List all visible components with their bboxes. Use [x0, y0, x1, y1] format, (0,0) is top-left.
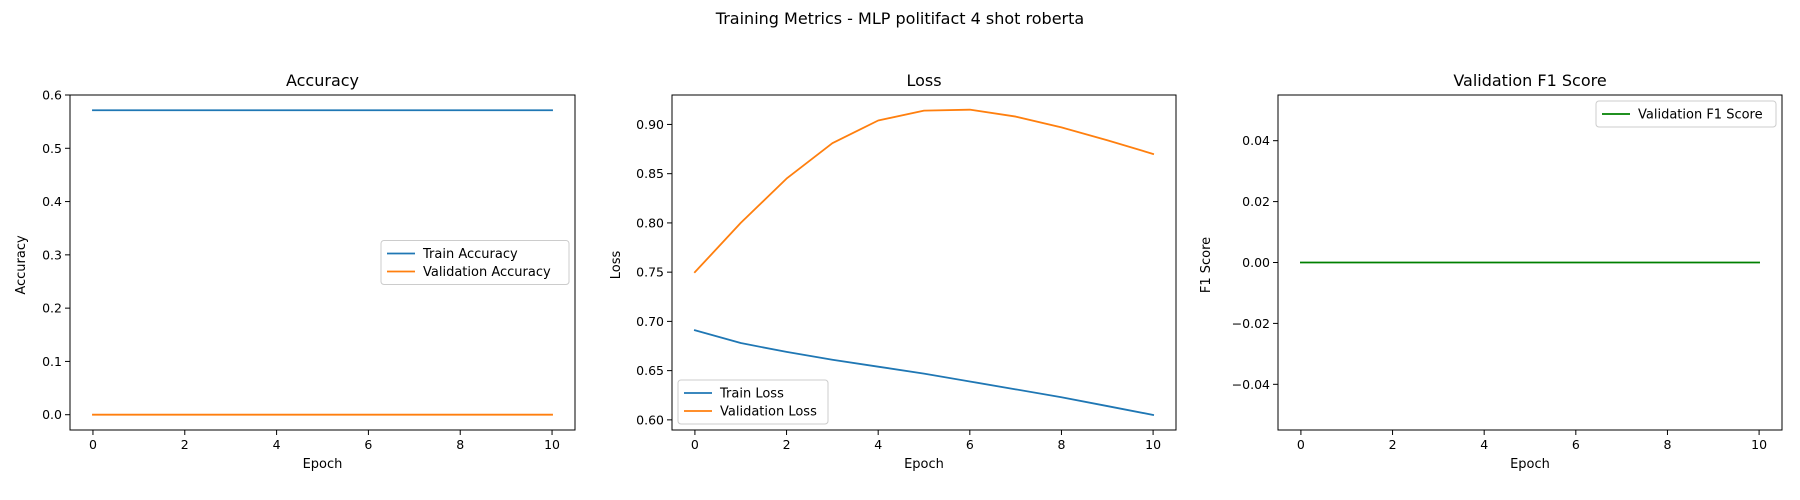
axes-frame — [671, 94, 1177, 431]
y-axis-label: Loss — [609, 251, 624, 280]
x-tick-label: 4 — [273, 437, 281, 452]
x-axis-label: Epoch — [904, 457, 944, 472]
legend-label: Train Loss — [719, 387, 784, 402]
x-axis-label: Epoch — [1510, 457, 1550, 472]
chart-title: Validation F1 Score — [1453, 71, 1606, 90]
y-tick-label: −0.04 — [1232, 377, 1270, 392]
y-tick-label: 0.1 — [42, 354, 62, 369]
panel-accuracy: Accuracy Epoch Accuracy 0 2 4 6 8 10 0.0 0.1 0.2… — [14, 71, 576, 472]
y-tick-label: −0.02 — [1232, 316, 1270, 331]
legend-frame — [677, 379, 829, 425]
panel-loss: Loss Epoch Loss 0 2 4 6 8 100.600.650.700.750… — [609, 71, 1177, 472]
y-tick-label: 0.5 — [42, 141, 62, 156]
y-tick-label: 0.75 — [636, 265, 664, 280]
x-tick-label: 10 — [1145, 437, 1161, 452]
x-tick-label: 6 — [1572, 437, 1580, 452]
x-tick-label: 6 — [364, 437, 372, 452]
x-tick-label: 0 — [89, 437, 97, 452]
chart-title: Accuracy — [286, 71, 359, 90]
y-tick-label: 0.02 — [1242, 194, 1270, 209]
y-tick-label: 0.6 — [42, 88, 62, 103]
y-tick-label: 0.4 — [42, 194, 62, 209]
legend-label: Validation Accuracy — [423, 265, 551, 280]
legend: Validation F1 Score — [1595, 100, 1777, 128]
panel-f1-score: Validation F1 Score Epoch F1 Score 0 2 4 6 8… — [1199, 71, 1783, 472]
x-tick-label: 10 — [1751, 437, 1767, 452]
chart-title: Loss — [906, 71, 941, 90]
y-tick-label: 0.85 — [636, 166, 664, 181]
y-axis-label: Accuracy — [14, 235, 29, 295]
x-tick-label: 10 — [544, 437, 560, 452]
legend-frame — [380, 240, 570, 285]
y-axis-label: F1 Score — [1199, 237, 1214, 293]
y-tick-label: 0.70 — [636, 314, 664, 329]
x-tick-label: 2 — [181, 437, 189, 452]
y-tick-label: 0.90 — [636, 117, 664, 132]
x-tick-label: 0 — [1297, 437, 1305, 452]
legend-label: Validation F1 Score — [1638, 108, 1763, 123]
plot-area: 0 2 4 6 8 10 0.60 0.65 0.70 0.75 0.80 0.85 0.90 Train… — [636, 94, 1177, 452]
x-tick-label: 6 — [966, 437, 974, 452]
x-tick-label: 2 — [783, 437, 791, 452]
y-tick-label: 0.2 — [42, 301, 62, 316]
x-tick-label: 8 — [456, 437, 464, 452]
y-tick-label: 0.65 — [636, 363, 664, 378]
plot-area: 0 2 4 6 8 10 −0.04 −0.02 0.00 0.02 0.04 Validation … — [1232, 94, 1783, 452]
legend-label: Validation Loss — [720, 405, 817, 420]
x-tick-label: 2 — [1389, 437, 1397, 452]
y-tick-label: 0.3 — [42, 247, 62, 262]
legend-label: Train Accuracy — [422, 247, 518, 262]
y-tick-label: 0.04 — [1242, 133, 1270, 148]
y-tick-label: 0.0 — [42, 407, 62, 422]
series-line-2 — [693, 108, 1155, 274]
x-tick-label: 0 — [691, 437, 699, 452]
y-tick-label: 0.60 — [636, 412, 664, 427]
y-tick-label: 0.00 — [1242, 255, 1270, 270]
plot-area: 0 2 4 6 8 10 0.0 0.1 0.2 0.3 0.4 0.5 0.6 Train Accura… — [42, 88, 576, 452]
x-axis-label: Epoch — [303, 457, 343, 472]
legend: Train Loss Validation Loss — [677, 379, 829, 425]
legend-frame — [1595, 100, 1777, 128]
x-tick-label: 4 — [1480, 437, 1488, 452]
series-line-1 — [693, 329, 1155, 416]
x-tick-label: 8 — [1663, 437, 1671, 452]
x-tick-label: 4 — [874, 437, 882, 452]
axes-frame — [69, 94, 576, 431]
x-tick-label: 8 — [1057, 437, 1065, 452]
y-tick-label: 0.80 — [636, 215, 664, 230]
legend: Train Accuracy Validation Accuracy — [380, 240, 570, 285]
figure-suptitle: Training Metrics - MLP politifact 4 shot… — [715, 9, 1084, 28]
